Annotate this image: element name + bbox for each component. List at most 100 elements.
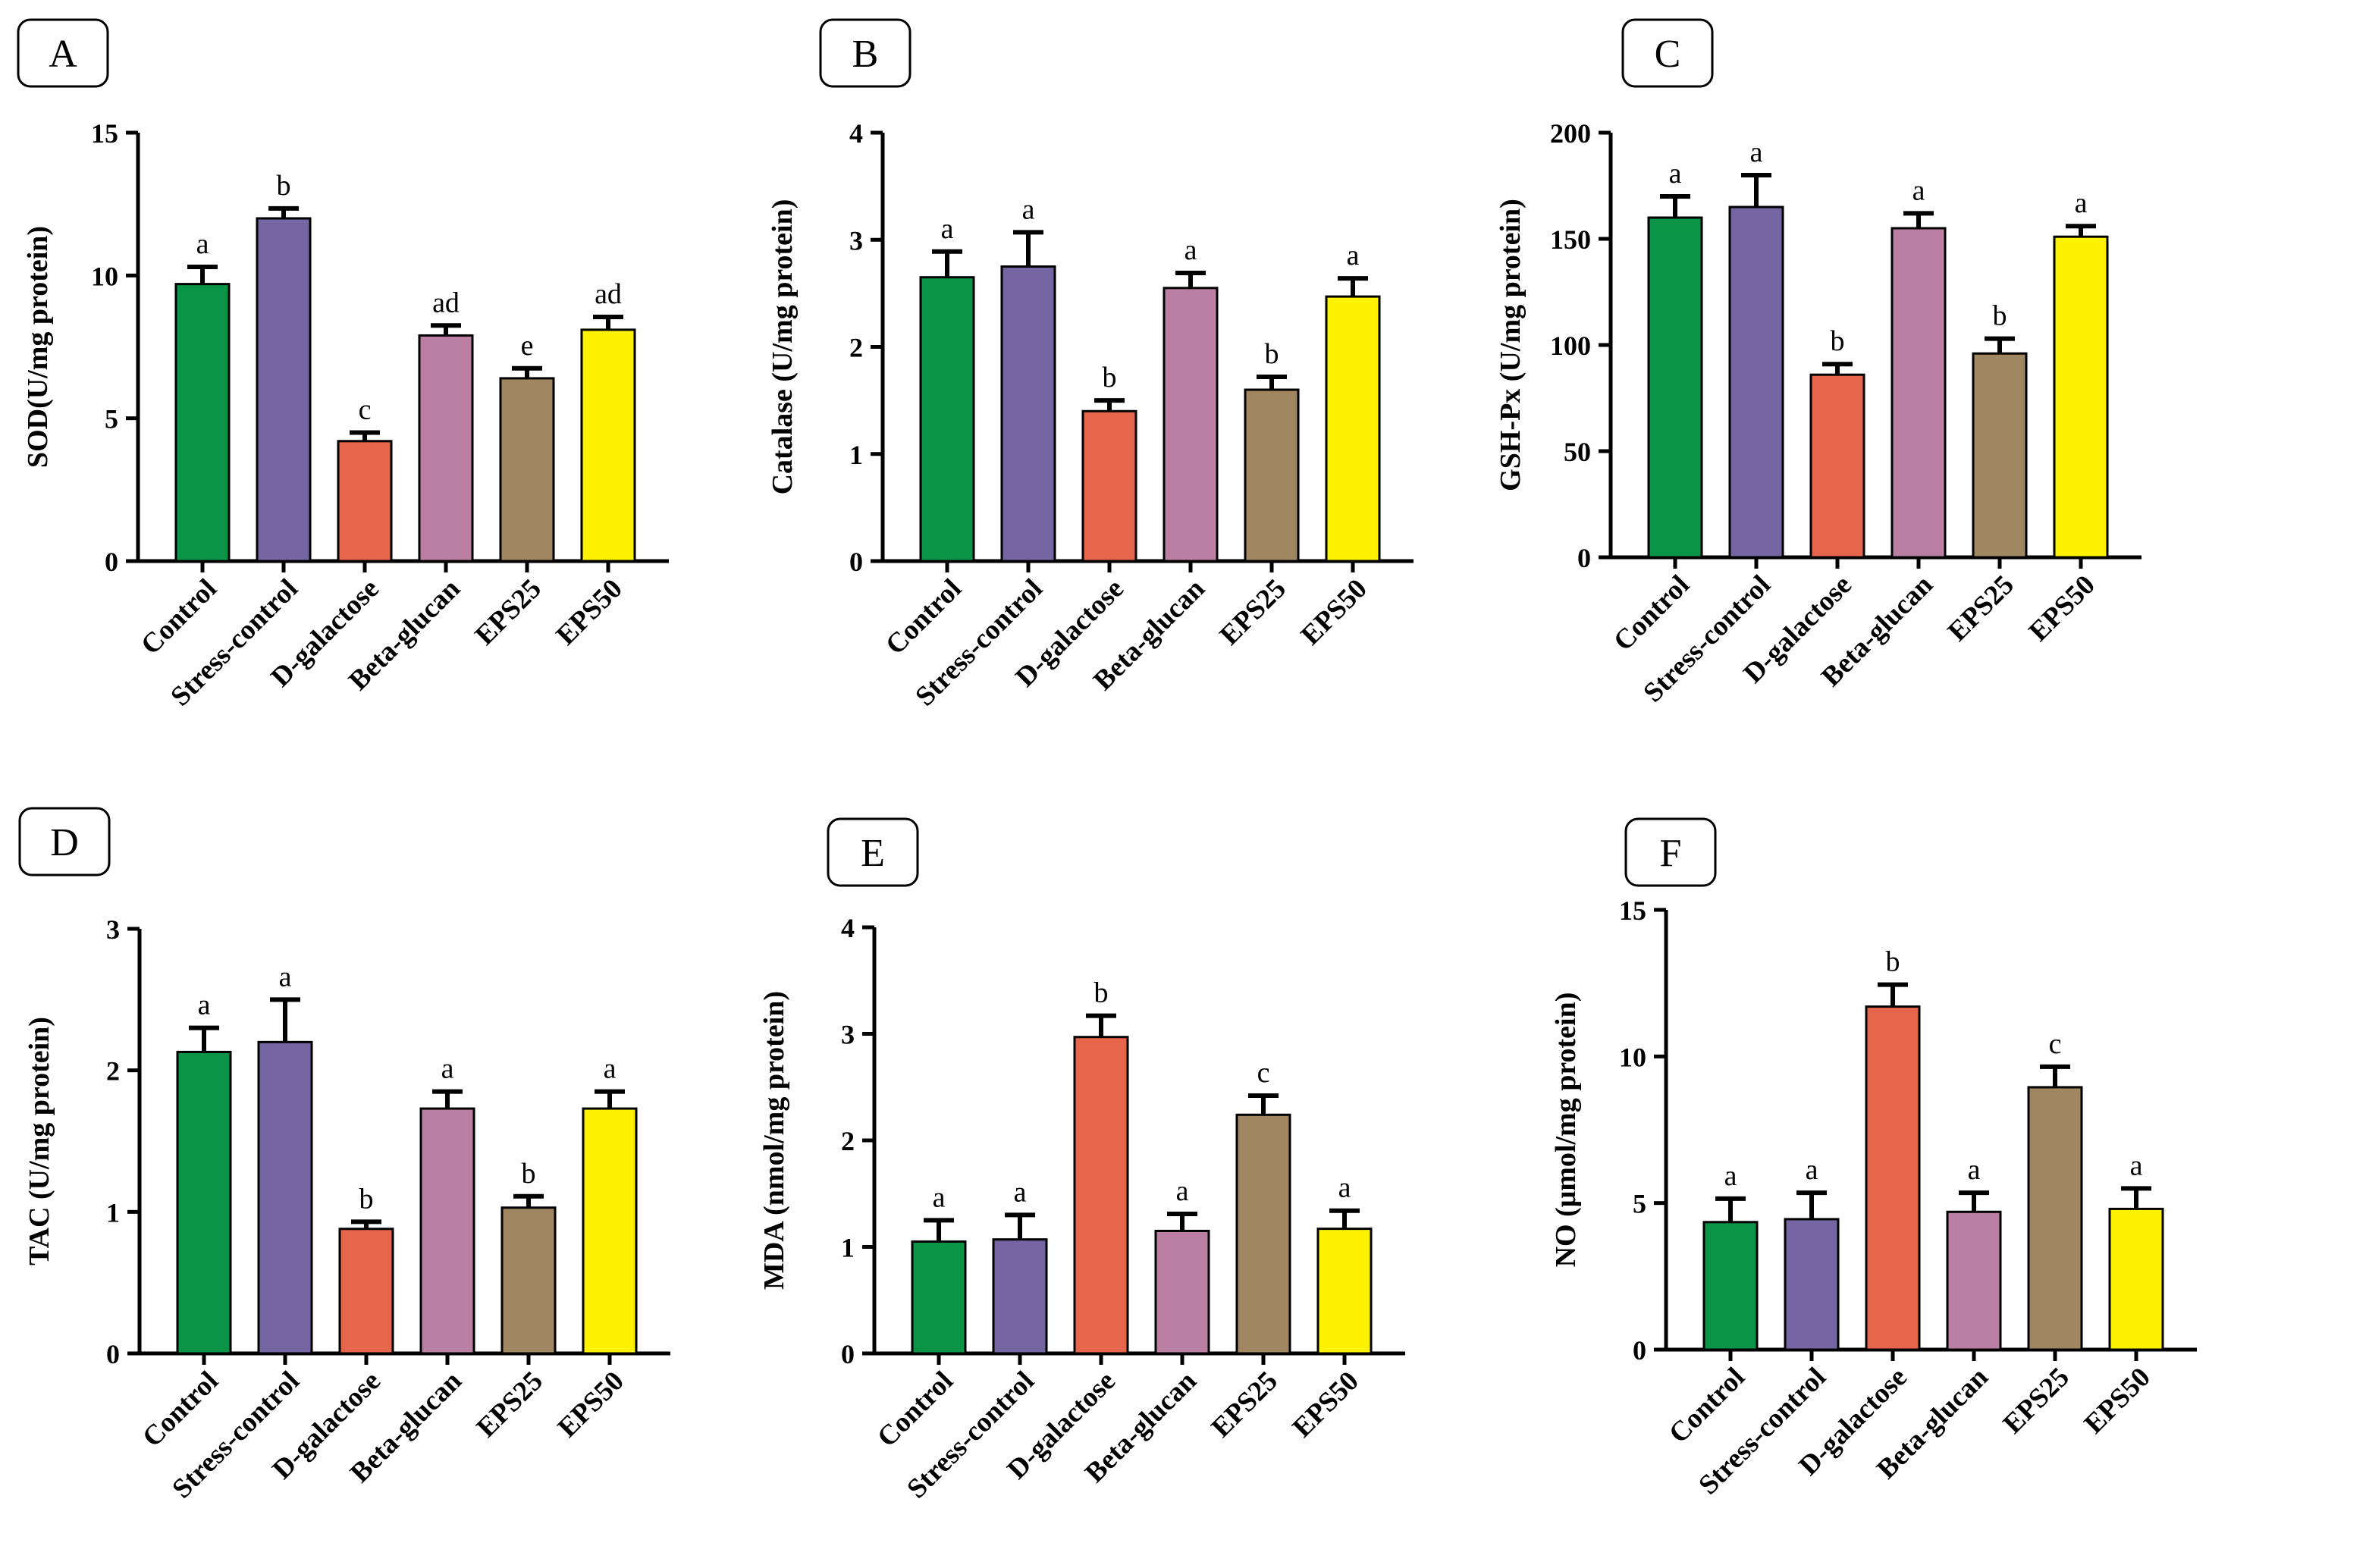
significance-label: a	[941, 213, 954, 245]
significance-label: a	[1338, 1172, 1351, 1204]
significance-label: a	[1669, 158, 1682, 190]
bar-stress-control	[257, 1040, 313, 1355]
panel-letter-box	[1624, 817, 1717, 887]
panel-letter: D	[50, 821, 79, 864]
bar-eps50	[2053, 235, 2109, 559]
significance-label: c	[1257, 1057, 1270, 1089]
bar-eps50	[1316, 1228, 1373, 1355]
significance-label: a	[933, 1181, 946, 1213]
y-tick-label: 200	[1550, 118, 1591, 149]
significance-label: c	[2049, 1028, 2062, 1060]
significance-label: a	[1014, 1176, 1027, 1208]
bar-stress-control	[256, 217, 312, 563]
significance-label: a	[1724, 1160, 1737, 1192]
category-label: EPS50	[2023, 569, 2101, 648]
bar-eps25	[500, 1206, 557, 1355]
y-tick-label: 0	[106, 1339, 120, 1369]
y-tick-label: 150	[1550, 224, 1591, 255]
significance-label: c	[359, 394, 372, 426]
bar-stress-control	[1784, 1218, 1840, 1351]
y-tick-label: 2	[106, 1056, 120, 1087]
bar-control	[919, 276, 975, 563]
bar-control	[176, 1050, 232, 1355]
significance-label: b	[1094, 977, 1109, 1009]
y-tick-label: 5	[105, 404, 118, 434]
significance-label: b	[1265, 338, 1279, 370]
significance-label: a	[198, 989, 211, 1021]
significance-label: a	[1806, 1154, 1818, 1186]
category-label: EPS50	[1287, 1366, 1365, 1444]
y-tick-label: 0	[1633, 1335, 1646, 1366]
y-tick-label: 3	[849, 225, 863, 256]
significance-label: a	[441, 1053, 454, 1085]
bar-beta-glucan	[1890, 227, 1947, 559]
y-tick-label: 0	[1577, 543, 1591, 573]
significance-label: b	[1886, 946, 1900, 978]
panel-letter: F	[1660, 832, 1682, 875]
panel-letter: B	[852, 33, 879, 76]
panel-letter-box	[827, 817, 919, 887]
category-label: EPS25	[1997, 1362, 2076, 1440]
y-axis-label: SOD(U/mg protein)	[22, 226, 54, 468]
y-axis-label: MDA (nmol/mg protein)	[758, 991, 790, 1290]
category-label: EPS50	[2079, 1362, 2157, 1440]
y-tick-label: 1	[841, 1233, 855, 1263]
category-label: EPS25	[469, 573, 548, 651]
significance-label: a	[604, 1053, 617, 1085]
bar-eps25	[1244, 388, 1300, 563]
y-tick-label: 15	[91, 118, 118, 149]
bar-d-galactose	[337, 440, 393, 563]
bar-control	[174, 283, 231, 563]
bar-eps25	[2027, 1086, 2083, 1351]
bar-control	[1702, 1221, 1759, 1351]
significance-label: ad	[432, 287, 460, 318]
significance-label: b	[522, 1158, 536, 1190]
significance-label: a	[2130, 1149, 2143, 1181]
y-tick-label: 4	[841, 913, 855, 943]
panel-letter-box	[1621, 18, 1714, 88]
significance-label: b	[277, 170, 291, 202]
y-tick-label: 50	[1564, 437, 1591, 467]
y-tick-label: 100	[1550, 331, 1591, 361]
y-tick-label: 2	[849, 333, 863, 363]
bar-d-galactose	[1081, 409, 1137, 563]
category-label: EPS25	[471, 1366, 549, 1444]
bar-eps50	[1325, 295, 1381, 563]
significance-label: e	[521, 330, 534, 362]
significance-label: a	[1750, 136, 1763, 168]
bar-stress-control	[1728, 205, 1784, 559]
significance-label: a	[1347, 240, 1360, 271]
significance-label: a	[196, 228, 209, 260]
y-tick-label: 10	[91, 261, 118, 291]
y-axis-label: GSH-Px (U/mg protein)	[1495, 199, 1527, 491]
y-tick-label: 0	[849, 547, 863, 577]
panel-letter-box	[17, 18, 109, 88]
y-axis-label: TAC (U/mg protein)	[24, 1017, 55, 1265]
bar-stress-control	[992, 1238, 1048, 1355]
y-tick-label: 4	[849, 118, 863, 149]
category-label: EPS25	[1206, 1366, 1284, 1444]
significance-label: a	[279, 961, 292, 993]
category-label: EPS50	[552, 1366, 630, 1444]
bar-beta-glucan	[419, 1107, 475, 1355]
panel-letter: E	[861, 832, 885, 875]
bar-d-galactose	[1073, 1036, 1129, 1355]
bar-beta-glucan	[1163, 287, 1219, 563]
bar-beta-glucan	[1946, 1210, 2002, 1351]
y-tick-label: 2	[841, 1126, 855, 1156]
significance-label: b	[1831, 325, 1845, 357]
bar-d-galactose	[1865, 1005, 1921, 1351]
y-tick-label: 0	[105, 547, 118, 577]
bar-beta-glucan	[1154, 1229, 1210, 1355]
bar-beta-glucan	[418, 334, 474, 563]
y-tick-label: 15	[1619, 895, 1646, 926]
significance-label: ad	[595, 278, 622, 310]
bar-eps50	[580, 328, 636, 563]
y-tick-label: 0	[841, 1339, 855, 1369]
significance-label: b	[1993, 300, 2007, 332]
